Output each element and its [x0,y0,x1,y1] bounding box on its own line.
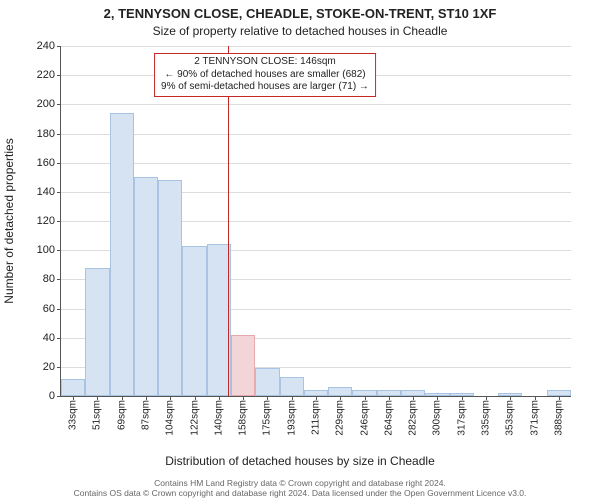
bar [328,387,352,396]
ytick-label: 140 [37,186,61,198]
ytick-label: 120 [37,215,61,227]
bar [85,268,109,396]
xtick-label: 317sqm [456,396,467,436]
xtick-label: 229sqm [335,396,346,436]
reference-line [228,46,229,396]
ytick-label: 100 [37,244,61,256]
gridline-h [61,46,571,47]
xtick-label: 140sqm [213,396,224,436]
gridline-h [61,134,571,135]
xtick-label: 388sqm [553,396,564,436]
y-axis-label: Number of detached properties [2,46,16,396]
bar [255,368,279,396]
xtick-label: 211sqm [311,396,322,435]
xtick-label: 87sqm [141,396,152,430]
ytick-label: 240 [37,40,61,52]
ytick-label: 60 [43,303,61,315]
footer-line: Contains OS data © Crown copyright and d… [0,488,600,498]
gridline-h [61,163,571,164]
xtick-label: 246sqm [359,396,370,436]
ytick-label: 160 [37,157,61,169]
xtick-label: 300sqm [432,396,443,436]
annotation-line: 2 TENNYSON CLOSE: 146sqm [161,56,369,69]
xtick-label: 158sqm [238,396,249,436]
footer: Contains HM Land Registry data © Crown c… [0,478,600,498]
chart-title: 2, TENNYSON CLOSE, CHEADLE, STOKE-ON-TRE… [0,6,600,21]
plot-area: 02040608010012014016018020022024033sqm51… [60,46,571,397]
footer-line: Contains HM Land Registry data © Crown c… [0,478,600,488]
ytick-label: 80 [43,273,61,285]
bar [280,377,304,396]
ytick-label: 20 [43,361,61,373]
ytick-label: 200 [37,98,61,110]
xtick-label: 122sqm [189,396,200,436]
xtick-label: 104sqm [165,396,176,436]
xtick-label: 353sqm [505,396,516,436]
annotation-box: 2 TENNYSON CLOSE: 146sqm← 90% of detache… [154,53,376,97]
bar [110,113,134,396]
ytick-label: 220 [37,69,61,81]
bar [61,379,85,397]
ytick-label: 40 [43,332,61,344]
xtick-label: 264sqm [383,396,394,436]
bar [134,177,158,396]
xtick-label: 33sqm [68,396,79,430]
chart-subtitle: Size of property relative to detached ho… [0,24,600,38]
xtick-label: 175sqm [262,396,273,436]
ytick-label: 0 [49,390,61,402]
xtick-label: 335sqm [481,396,492,436]
ytick-label: 180 [37,128,61,140]
xtick-label: 69sqm [116,396,127,430]
annotation-line: ← 90% of detached houses are smaller (68… [161,69,369,82]
bar [182,246,206,396]
xtick-label: 282sqm [408,396,419,436]
bar-highlight [231,335,255,396]
annotation-line: 9% of semi-detached houses are larger (7… [161,81,369,94]
gridline-h [61,104,571,105]
xtick-label: 51sqm [92,396,103,430]
bar [158,180,182,396]
x-axis-label: Distribution of detached houses by size … [0,454,600,468]
xtick-label: 371sqm [529,396,540,436]
xtick-label: 193sqm [286,396,297,436]
